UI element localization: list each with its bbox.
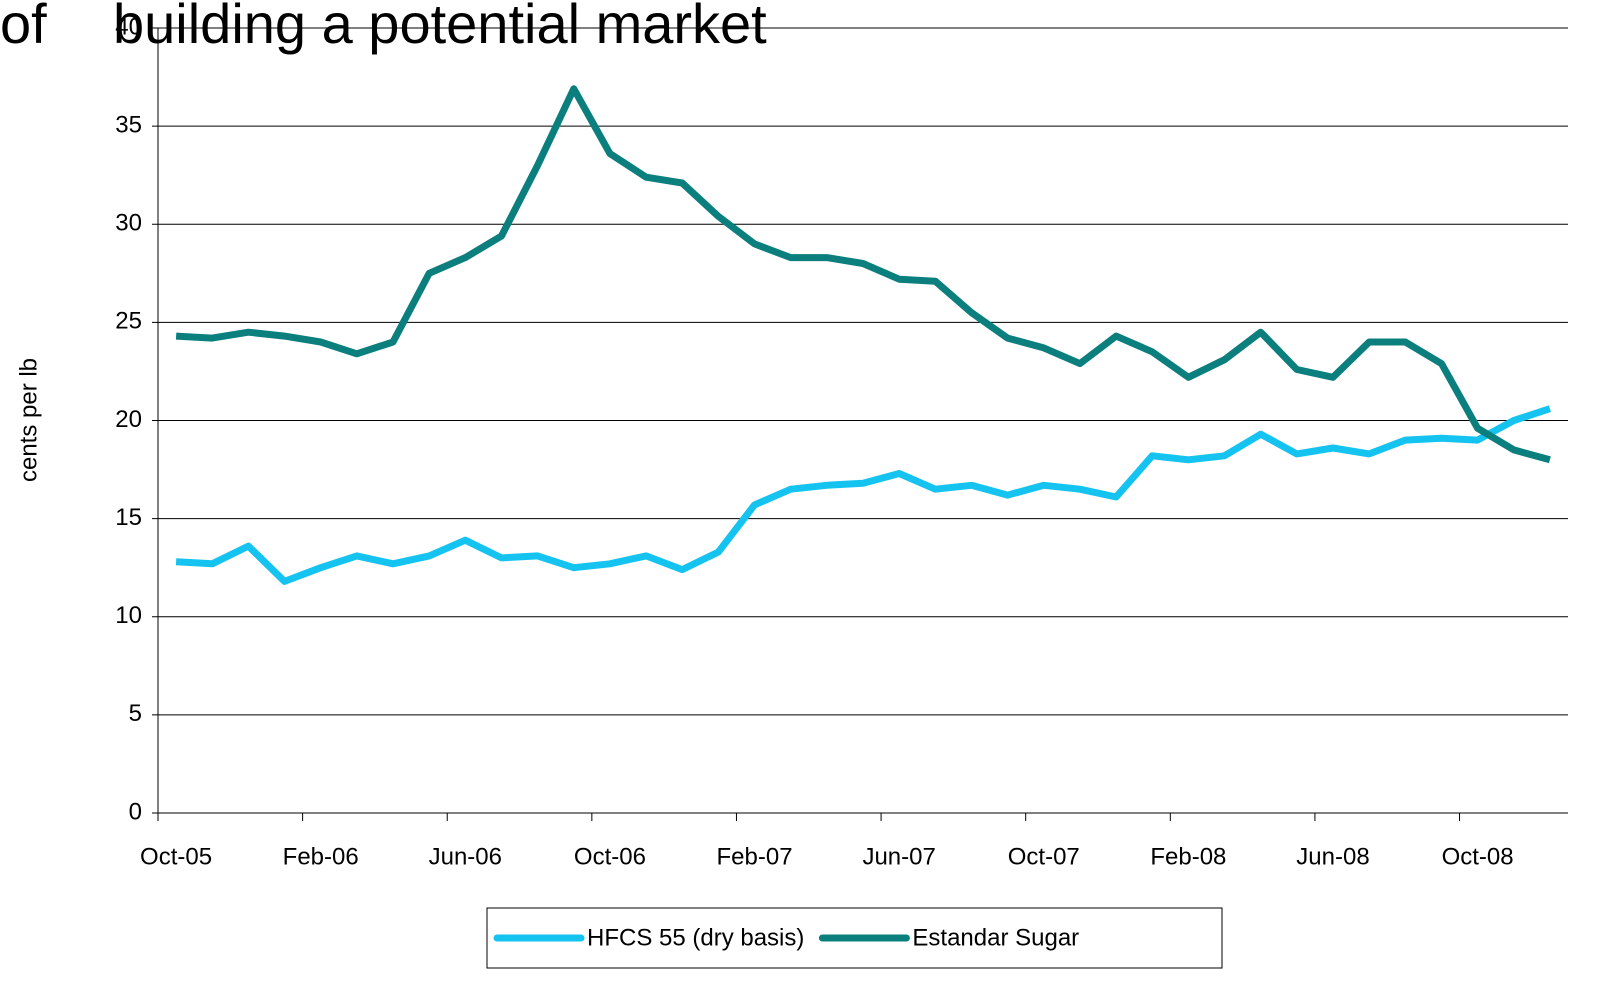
chart-title: building a potential market xyxy=(113,0,767,55)
y-tick-label: 0 xyxy=(129,798,142,825)
y-tick-label: 5 xyxy=(129,700,142,727)
chart-title-fragment: of xyxy=(0,0,47,55)
x-tick-label: Jun-08 xyxy=(1296,843,1369,870)
x-tick-label: Jun-07 xyxy=(862,843,935,870)
x-tick-label: Oct-06 xyxy=(574,843,646,870)
y-tick-label: 10 xyxy=(115,602,142,629)
legend-label: HFCS 55 (dry basis) xyxy=(587,924,804,951)
y-tick-label: 20 xyxy=(115,406,142,433)
series-line xyxy=(175,85,1551,464)
x-tick-label: Feb-06 xyxy=(283,843,359,870)
series-line xyxy=(175,405,1551,585)
x-tick-label: Oct-05 xyxy=(140,843,212,870)
x-tick-label: Jun-06 xyxy=(429,843,502,870)
y-tick-label: 30 xyxy=(115,210,142,237)
legend-label: Estandar Sugar xyxy=(912,924,1079,951)
x-tick-label: Feb-07 xyxy=(717,843,793,870)
x-tick-label: Oct-07 xyxy=(1008,843,1080,870)
y-axis-label: cents per lb xyxy=(15,358,42,482)
y-tick-label: 40 xyxy=(115,13,142,40)
y-tick-label: 25 xyxy=(115,308,142,335)
y-tick-label: 35 xyxy=(115,111,142,138)
x-tick-label: Oct-08 xyxy=(1442,843,1514,870)
x-tick-label: Feb-08 xyxy=(1150,843,1226,870)
y-tick-label: 15 xyxy=(115,504,142,531)
